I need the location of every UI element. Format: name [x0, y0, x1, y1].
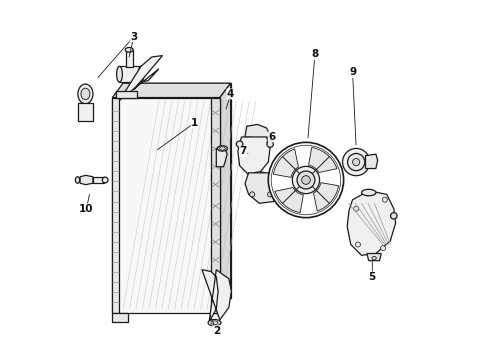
Ellipse shape [250, 172, 269, 181]
Ellipse shape [250, 192, 255, 197]
Circle shape [355, 242, 361, 247]
Circle shape [347, 153, 365, 171]
Ellipse shape [391, 213, 397, 219]
Polygon shape [367, 253, 381, 261]
Polygon shape [216, 149, 227, 167]
Ellipse shape [117, 66, 122, 82]
Ellipse shape [81, 88, 90, 100]
Text: 4: 4 [227, 89, 234, 99]
Polygon shape [112, 98, 220, 313]
Ellipse shape [254, 178, 265, 182]
Ellipse shape [78, 84, 93, 104]
Ellipse shape [211, 321, 218, 324]
Ellipse shape [218, 146, 227, 151]
Polygon shape [202, 270, 231, 321]
Ellipse shape [268, 192, 272, 197]
Circle shape [354, 206, 359, 211]
Polygon shape [120, 66, 141, 82]
Polygon shape [314, 183, 339, 211]
Circle shape [382, 197, 388, 202]
Polygon shape [273, 149, 298, 177]
Polygon shape [238, 137, 270, 175]
Polygon shape [112, 98, 120, 313]
Ellipse shape [267, 141, 273, 147]
Polygon shape [275, 188, 303, 213]
Polygon shape [347, 191, 395, 255]
Circle shape [102, 177, 108, 183]
Polygon shape [245, 125, 270, 139]
Ellipse shape [208, 319, 221, 326]
Text: 1: 1 [191, 118, 198, 128]
Polygon shape [309, 147, 337, 172]
Circle shape [293, 166, 319, 194]
Polygon shape [116, 91, 137, 98]
Text: 9: 9 [349, 67, 356, 77]
Polygon shape [220, 83, 231, 313]
Ellipse shape [125, 48, 133, 52]
Text: 2: 2 [213, 325, 220, 336]
Ellipse shape [75, 177, 80, 183]
Text: 6: 6 [268, 132, 275, 142]
Circle shape [297, 171, 315, 189]
Circle shape [353, 158, 360, 166]
Polygon shape [78, 103, 93, 121]
Ellipse shape [220, 147, 225, 150]
Circle shape [269, 142, 343, 218]
Ellipse shape [251, 176, 268, 184]
Text: 3: 3 [130, 32, 138, 41]
Polygon shape [211, 98, 220, 313]
Circle shape [381, 246, 386, 251]
Polygon shape [125, 50, 133, 67]
Ellipse shape [138, 66, 144, 82]
Polygon shape [80, 175, 93, 185]
Ellipse shape [372, 256, 376, 260]
Text: 7: 7 [240, 146, 247, 156]
Text: 8: 8 [311, 49, 318, 59]
Polygon shape [245, 173, 277, 203]
Circle shape [343, 148, 370, 176]
Text: 5: 5 [368, 272, 376, 282]
Polygon shape [112, 313, 128, 321]
Polygon shape [366, 154, 378, 168]
Ellipse shape [362, 189, 376, 196]
Polygon shape [112, 83, 231, 98]
Text: 10: 10 [79, 204, 94, 214]
Ellipse shape [236, 141, 243, 147]
Polygon shape [93, 177, 104, 183]
Polygon shape [120, 55, 163, 100]
Circle shape [302, 176, 310, 184]
Polygon shape [123, 83, 231, 298]
Circle shape [271, 145, 341, 215]
